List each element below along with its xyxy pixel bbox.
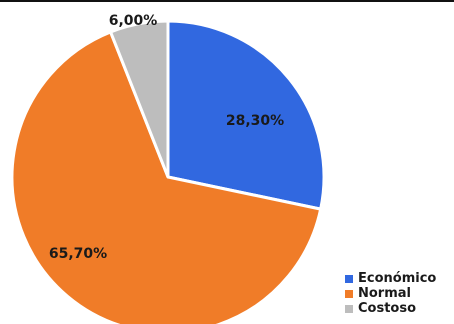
legend-label-normal: Normal bbox=[358, 286, 411, 301]
chart-legend: Económico Normal Costoso bbox=[345, 271, 454, 324]
slice-label-normal: 65,70% bbox=[49, 246, 107, 262]
legend-item-economico: Económico bbox=[345, 271, 454, 286]
pie-slice-economico bbox=[166, 19, 326, 211]
legend-swatch-normal bbox=[345, 289, 353, 298]
pie-slices bbox=[10, 19, 326, 324]
top-rule bbox=[0, 0, 454, 2]
legend-item-costoso: Costoso bbox=[345, 301, 454, 316]
pie-labels: 28,30% 65,70% 6,00% bbox=[49, 13, 284, 262]
slice-label-economico: 28,30% bbox=[226, 113, 284, 129]
legend-label-costoso: Costoso bbox=[358, 301, 417, 316]
legend-label-economico: Económico bbox=[358, 271, 437, 286]
slice-label-costoso: 6,00% bbox=[109, 13, 158, 29]
legend-swatch-economico bbox=[345, 274, 353, 283]
legend-swatch-costoso bbox=[345, 304, 353, 313]
legend-item-normal: Normal bbox=[345, 286, 454, 301]
pie-slice-normal bbox=[10, 30, 323, 324]
pie-slice-costoso bbox=[109, 19, 170, 179]
